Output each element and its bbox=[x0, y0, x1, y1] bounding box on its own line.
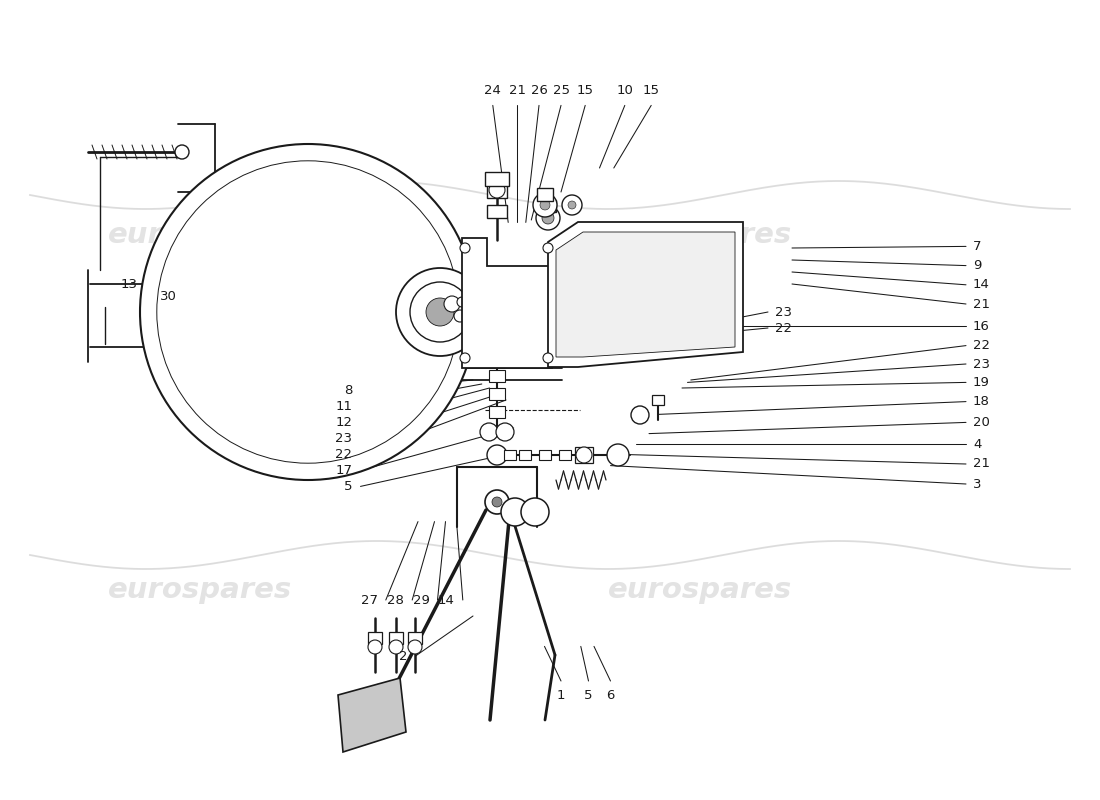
Bar bbox=[504, 450, 516, 460]
Circle shape bbox=[485, 490, 509, 514]
Bar bbox=[537, 188, 553, 201]
Bar bbox=[539, 450, 551, 460]
Text: 1: 1 bbox=[557, 689, 565, 702]
Text: 26: 26 bbox=[530, 84, 548, 98]
Text: 15: 15 bbox=[576, 84, 594, 98]
Circle shape bbox=[396, 268, 484, 356]
Text: 10: 10 bbox=[616, 84, 634, 98]
Text: 22: 22 bbox=[776, 322, 792, 334]
Circle shape bbox=[542, 212, 554, 224]
Circle shape bbox=[607, 444, 629, 466]
Circle shape bbox=[480, 423, 498, 441]
Circle shape bbox=[534, 193, 557, 217]
Circle shape bbox=[568, 201, 576, 209]
Circle shape bbox=[496, 423, 514, 441]
Circle shape bbox=[536, 206, 560, 230]
Bar bbox=[652, 395, 664, 405]
Circle shape bbox=[426, 298, 454, 326]
Circle shape bbox=[389, 640, 403, 654]
Text: eurospares: eurospares bbox=[108, 576, 293, 604]
Circle shape bbox=[444, 296, 460, 312]
Text: 7: 7 bbox=[974, 240, 981, 253]
Circle shape bbox=[562, 195, 582, 215]
Circle shape bbox=[368, 640, 382, 654]
Text: 2: 2 bbox=[399, 650, 407, 662]
Bar bbox=[559, 450, 571, 460]
Text: 28: 28 bbox=[387, 594, 404, 606]
Text: 11: 11 bbox=[336, 400, 352, 413]
Text: 14: 14 bbox=[438, 594, 454, 606]
Text: 20: 20 bbox=[974, 416, 990, 429]
Bar bbox=[490, 388, 505, 400]
Text: 13: 13 bbox=[121, 278, 138, 290]
Bar bbox=[490, 406, 505, 418]
Circle shape bbox=[175, 145, 189, 159]
Circle shape bbox=[521, 498, 549, 526]
Bar bbox=[540, 200, 556, 212]
Text: 23: 23 bbox=[776, 306, 792, 318]
Circle shape bbox=[543, 353, 553, 363]
Bar bbox=[408, 632, 422, 644]
Circle shape bbox=[490, 182, 505, 198]
Text: 12: 12 bbox=[336, 416, 352, 429]
Text: 22: 22 bbox=[974, 339, 990, 352]
Text: 3: 3 bbox=[974, 478, 981, 490]
Text: 5: 5 bbox=[344, 480, 352, 493]
Text: 18: 18 bbox=[974, 395, 990, 408]
Text: 4: 4 bbox=[974, 438, 981, 450]
Bar bbox=[490, 370, 505, 382]
Text: 30: 30 bbox=[160, 290, 176, 302]
Text: 29: 29 bbox=[412, 594, 429, 606]
Text: 9: 9 bbox=[974, 259, 981, 272]
Bar bbox=[575, 447, 593, 463]
Text: 17: 17 bbox=[336, 464, 352, 477]
Text: 23: 23 bbox=[336, 432, 352, 445]
Circle shape bbox=[454, 310, 466, 322]
Bar bbox=[487, 185, 507, 198]
Text: 21: 21 bbox=[508, 84, 526, 98]
Text: 23: 23 bbox=[974, 358, 990, 370]
Circle shape bbox=[576, 447, 592, 463]
Text: 24: 24 bbox=[484, 84, 502, 98]
Circle shape bbox=[408, 640, 422, 654]
Bar bbox=[368, 632, 382, 644]
Text: eurospares: eurospares bbox=[608, 221, 792, 249]
Text: 21: 21 bbox=[974, 298, 990, 310]
Bar bbox=[519, 450, 531, 460]
Polygon shape bbox=[548, 222, 742, 367]
Circle shape bbox=[500, 498, 529, 526]
Bar bbox=[485, 172, 509, 186]
Text: 5: 5 bbox=[584, 689, 593, 702]
Circle shape bbox=[487, 445, 507, 465]
Text: 19: 19 bbox=[974, 376, 990, 389]
Circle shape bbox=[140, 144, 476, 480]
Bar bbox=[487, 205, 507, 218]
Circle shape bbox=[456, 297, 468, 307]
Polygon shape bbox=[462, 238, 552, 368]
Text: eurospares: eurospares bbox=[608, 576, 792, 604]
Text: 8: 8 bbox=[344, 384, 352, 397]
Text: 16: 16 bbox=[974, 320, 990, 333]
Polygon shape bbox=[556, 232, 735, 357]
Text: 14: 14 bbox=[974, 278, 990, 291]
Circle shape bbox=[410, 282, 470, 342]
Text: 25: 25 bbox=[552, 84, 570, 98]
Text: eurospares: eurospares bbox=[108, 221, 293, 249]
Bar bbox=[389, 632, 403, 644]
Circle shape bbox=[540, 200, 550, 210]
Circle shape bbox=[631, 406, 649, 424]
Text: 15: 15 bbox=[642, 84, 660, 98]
Polygon shape bbox=[338, 678, 406, 752]
Text: 27: 27 bbox=[361, 594, 377, 606]
Text: 6: 6 bbox=[606, 689, 615, 702]
Circle shape bbox=[460, 243, 470, 253]
Circle shape bbox=[543, 243, 553, 253]
Circle shape bbox=[460, 353, 470, 363]
Circle shape bbox=[492, 497, 502, 507]
Text: 22: 22 bbox=[336, 448, 352, 461]
Text: 21: 21 bbox=[974, 458, 990, 470]
